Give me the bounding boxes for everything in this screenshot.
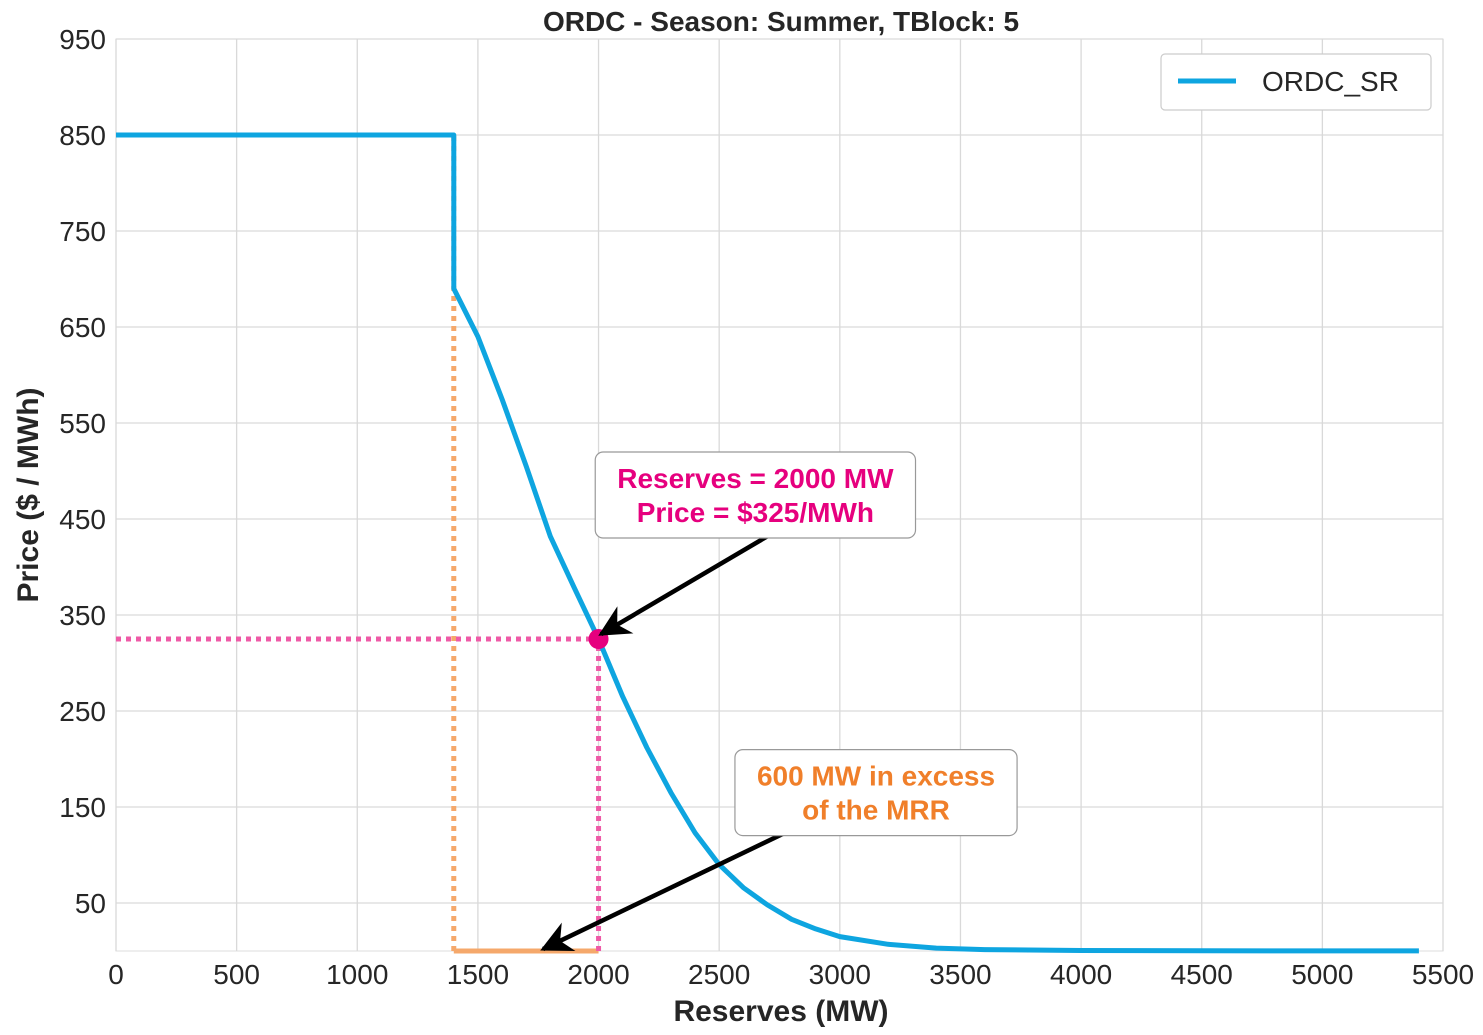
x-tick-label: 4000 (1050, 959, 1112, 990)
x-axis-title: Reserves (MW) (673, 995, 888, 1028)
chart-title: ORDC - Season: Summer, TBlock: 5 (543, 6, 1019, 37)
x-tick-labels: 0 500 1000 1500 2000 2500 3000 3500 4000 4500 5000… (108, 959, 1474, 990)
y-tick-label: 850 (59, 120, 106, 151)
y-tick-label: 250 (59, 696, 106, 727)
x-tick-label: 500 (213, 959, 260, 990)
y-tick-label: 50 (75, 888, 106, 919)
series-line-ordc-sr (116, 132, 1419, 954)
x-tick-label: 4500 (1171, 959, 1233, 990)
x-tick-label: 5500 (1412, 959, 1474, 990)
y-tick-label: 950 (59, 24, 106, 55)
x-tick-label: 1500 (447, 959, 509, 990)
y-tick-label: 450 (59, 504, 106, 535)
y-tick-label: 550 (59, 408, 106, 439)
y-tick-label: 350 (59, 600, 106, 631)
legend-box (1160, 53, 1432, 111)
x-tick-label: 3500 (929, 959, 991, 990)
y-tick-label: 650 (59, 312, 106, 343)
annotation-text: 600 MW in excess (757, 761, 995, 792)
y-tick-label: 750 (59, 216, 106, 247)
annotation-text: of the MRR (802, 795, 950, 826)
y-axis-title: Price ($ / MWh) (12, 387, 45, 602)
legend: ORDC_SR (1160, 53, 1432, 111)
x-tick-label: 3000 (809, 959, 871, 990)
annotation-arrow (540, 824, 800, 952)
x-tick-label: 2000 (567, 959, 629, 990)
x-tick-label: 2500 (688, 959, 750, 990)
y-tick-labels: 50 150 250 350 450 550 650 750 850 950 (59, 24, 106, 919)
annotation-arrow (598, 531, 774, 637)
annotation-text: Price = $325/MWh (637, 497, 874, 528)
annotation-text: Reserves = 2000 MW (617, 463, 894, 494)
legend-label: ORDC_SR (1262, 66, 1399, 97)
annotation-box (594, 451, 917, 539)
x-tick-label: 1000 (326, 959, 388, 990)
x-tick-label: 0 (108, 959, 124, 990)
y-tick-label: 150 (59, 792, 106, 823)
annotation-box (734, 748, 1018, 837)
x-tick-label: 5000 (1291, 959, 1353, 990)
